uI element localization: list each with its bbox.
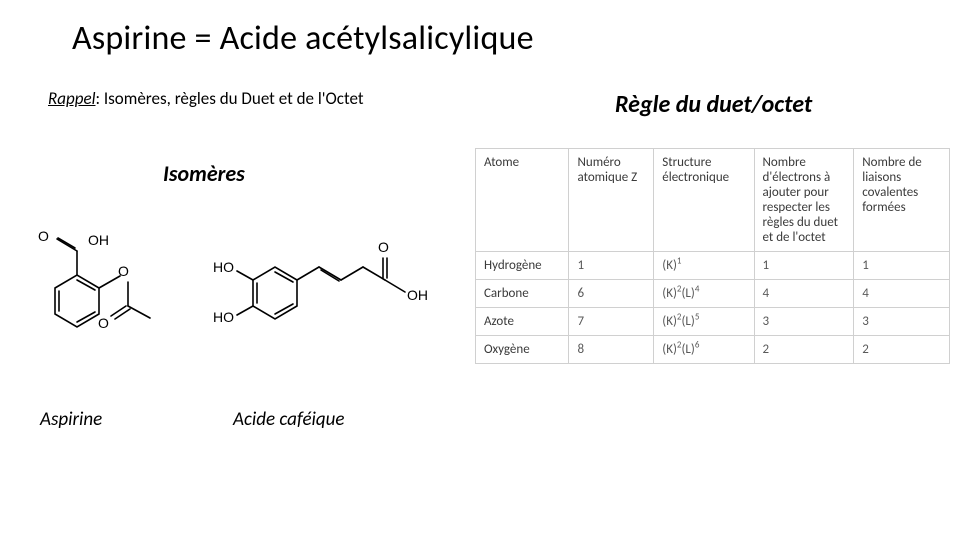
aspirin-label: Aspirine bbox=[40, 408, 102, 431]
aspirin-o2-label: O bbox=[118, 263, 129, 279]
table-row: Hydrogène 1 (K)1 1 1 bbox=[476, 252, 950, 280]
cell-add: 3 bbox=[754, 308, 854, 336]
table-body: Hydrogène 1 (K)1 1 1 Carbone 6 (K)2(L)4 … bbox=[476, 252, 950, 364]
aspirin-o3-label: O bbox=[98, 315, 109, 331]
caffeic-ho2-label: HO bbox=[213, 309, 234, 325]
th-struct: Structure électronique bbox=[654, 149, 754, 252]
caffeic-label: Acide caféique bbox=[233, 408, 345, 431]
caffeic-oh-label: OH bbox=[407, 287, 428, 303]
cell-z: 8 bbox=[569, 336, 654, 364]
table-header-row: Atome Numéro atomique Z Structure électr… bbox=[476, 149, 950, 252]
th-atom: Atome bbox=[476, 149, 569, 252]
cell-struct: (K)1 bbox=[654, 252, 754, 280]
cell-struct: (K)2(L)5 bbox=[654, 308, 754, 336]
cell-add: 4 bbox=[754, 280, 854, 308]
rule-title: Règle du duet/octet bbox=[615, 90, 812, 119]
aspirin-structure-icon: O OH O O bbox=[10, 208, 180, 378]
aspirin-oh-label: OH bbox=[88, 232, 109, 248]
slide-title: Aspirine = Acide acétylsalicylique bbox=[72, 18, 534, 59]
th-z: Numéro atomique Z bbox=[569, 149, 654, 252]
caffeic-structure-icon: HO HO O OH bbox=[195, 220, 445, 368]
caffeic-o-label: O bbox=[378, 239, 389, 255]
cell-z: 1 bbox=[569, 252, 654, 280]
subtitle: Rappel: Isomères, règles du Duet et de l… bbox=[48, 88, 364, 109]
cell-atom: Carbone bbox=[476, 280, 569, 308]
cell-z: 7 bbox=[569, 308, 654, 336]
cell-atom: Hydrogène bbox=[476, 252, 569, 280]
subtitle-rest: : Isomères, règles du Duet et de l'Octet bbox=[95, 88, 363, 109]
cell-bonds: 4 bbox=[854, 280, 950, 308]
th-bonds: Nombre de liaisons covalentes formées bbox=[854, 149, 950, 252]
cell-bonds: 2 bbox=[854, 336, 950, 364]
atom-table: Atome Numéro atomique Z Structure électr… bbox=[475, 148, 950, 364]
cell-struct: (K)2(L)6 bbox=[654, 336, 754, 364]
isomeres-title: Isomères bbox=[163, 160, 245, 187]
table-row: Oxygène 8 (K)2(L)6 2 2 bbox=[476, 336, 950, 364]
cell-bonds: 1 bbox=[854, 252, 950, 280]
caffeic-ho1-label: HO bbox=[213, 259, 234, 275]
cell-add: 1 bbox=[754, 252, 854, 280]
cell-atom: Oxygène bbox=[476, 336, 569, 364]
table-row: Azote 7 (K)2(L)5 3 3 bbox=[476, 308, 950, 336]
cell-atom: Azote bbox=[476, 308, 569, 336]
cell-struct: (K)2(L)4 bbox=[654, 280, 754, 308]
rappel-label: Rappel bbox=[48, 88, 95, 109]
cell-bonds: 3 bbox=[854, 308, 950, 336]
th-add: Nombre d'électrons à ajouter pour respec… bbox=[754, 149, 854, 252]
table-row: Carbone 6 (K)2(L)4 4 4 bbox=[476, 280, 950, 308]
cell-add: 2 bbox=[754, 336, 854, 364]
cell-z: 6 bbox=[569, 280, 654, 308]
aspirin-o-label: O bbox=[38, 228, 49, 244]
